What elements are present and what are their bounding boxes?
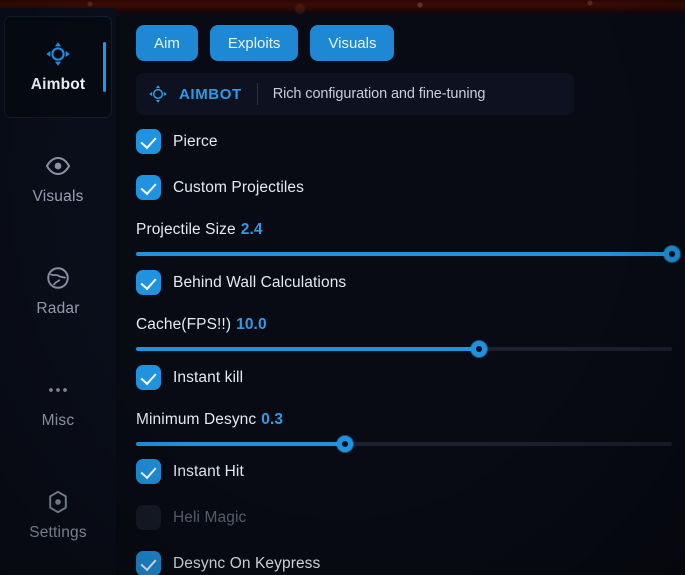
tab-visuals[interactable]: Visuals (310, 25, 395, 61)
section-title: AIMBOT (179, 85, 242, 103)
checkbox-row-heli-magic[interactable]: Heli Magic (136, 505, 246, 530)
slider-fill-cache-fps (136, 347, 480, 351)
slider-thumb-projectile-size[interactable] (664, 246, 680, 262)
sidebar-item-misc[interactable]: Misc (4, 352, 112, 454)
slider-label-projectile-size: Projectile Size 2.4 (136, 221, 685, 239)
sidebar-item-visuals[interactable]: Visuals (4, 128, 112, 230)
checkbox-label-heli-magic: Heli Magic (173, 508, 247, 526)
ellipsis-icon (49, 387, 67, 392)
slider-fill-projectile-size (136, 252, 672, 256)
sidebar-item-label: Radar (36, 299, 80, 317)
checkbox-row-desync-on-keypress[interactable]: Desync On Keypress (136, 551, 320, 575)
checkbox-label-instant-hit: Instant Hit (173, 462, 244, 480)
sidebar-item-label: Settings (29, 523, 87, 541)
slider-track-projectile-size[interactable] (136, 246, 680, 262)
sidebar-item-settings[interactable]: Settings (4, 464, 112, 566)
slider-fill-minimum-desync (136, 442, 346, 446)
section-header: AIMBOT Rich configuration and fine-tunin… (136, 73, 574, 115)
tab-bar: Aim Exploits Visuals (136, 25, 395, 61)
checkbox-label-instant-kill: Instant kill (173, 368, 244, 386)
sidebar-item-label: Aimbot (30, 75, 86, 93)
slider-thumb-cache-fps[interactable] (471, 341, 488, 357)
checkbox-desync-on-keypress[interactable] (136, 551, 161, 575)
slider-track-cache-fps[interactable] (136, 341, 672, 357)
globe-icon (47, 266, 69, 289)
slider-label-minimum-desync: Minimum Desync 0.3 (136, 411, 685, 429)
slider-value-minimum-desync: 0.3 (261, 411, 284, 428)
checkbox-pierce[interactable] (136, 129, 161, 154)
checkbox-label-desync-on-keypress: Desync On Keypress (173, 554, 321, 572)
crosshair-icon (149, 85, 167, 103)
header-divider (256, 83, 258, 105)
slider-label-cache-fps: Cache(FPS!!) 10.0 (136, 316, 685, 334)
sidebar-item-radar[interactable]: Radar (4, 240, 112, 342)
checkbox-custom-projectiles[interactable] (136, 175, 161, 200)
checkbox-row-behind-wall-calculations[interactable]: Behind Wall Calculations (136, 270, 346, 295)
section-subtitle: Rich configuration and fine-tuning (272, 86, 486, 102)
checkbox-instant-kill[interactable] (136, 365, 161, 390)
slider-label-text-cache-fps: Cache(FPS!!) (136, 316, 232, 333)
slider-row-cache-fps: Cache(FPS!!) 10.0 (136, 316, 685, 357)
gear-icon (49, 490, 67, 513)
sidebar-item-label: Misc (41, 411, 75, 429)
slider-label-text-projectile-size: Projectile Size (136, 221, 236, 238)
slider-row-minimum-desync: Minimum Desync 0.3 (136, 411, 685, 452)
checkbox-behind-wall-calculations[interactable] (136, 270, 161, 295)
tab-exploits[interactable]: Exploits (209, 25, 299, 61)
slider-thumb-minimum-desync[interactable] (337, 436, 354, 452)
slider-label-text-minimum-desync: Minimum Desync (136, 411, 257, 428)
active-accent-bar (103, 42, 106, 92)
checkbox-instant-hit[interactable] (136, 459, 161, 484)
checkbox-label-behind-wall-calculations: Behind Wall Calculations (173, 273, 347, 291)
tab-aim[interactable]: Aim (136, 25, 198, 61)
sidebar: Aimbot Visuals Radar Misc Settings (0, 8, 116, 575)
checkbox-label-pierce: Pierce (173, 132, 218, 150)
checkbox-row-custom-projectiles[interactable]: Custom Projectiles (136, 175, 304, 200)
sidebar-item-aimbot[interactable]: Aimbot (4, 16, 112, 118)
checkbox-label-custom-projectiles: Custom Projectiles (173, 178, 305, 196)
checkbox-row-instant-kill[interactable]: Instant kill (136, 365, 243, 390)
eye-icon (45, 156, 71, 175)
checkbox-row-instant-hit[interactable]: Instant Hit (136, 459, 244, 484)
slider-row-projectile-size: Projectile Size 2.4 (136, 221, 685, 262)
background-game-noise (0, 0, 685, 16)
background-game-strip (0, 0, 685, 16)
slider-value-cache-fps: 10.0 (236, 316, 267, 333)
checkbox-heli-magic[interactable] (136, 505, 161, 530)
slider-track-minimum-desync[interactable] (136, 436, 672, 452)
slider-value-projectile-size: 2.4 (240, 221, 263, 238)
checkbox-row-pierce[interactable]: Pierce (136, 129, 218, 154)
sidebar-item-label: Visuals (32, 187, 84, 205)
crosshair-icon (46, 41, 70, 66)
main-panel: Aim Exploits Visuals AIMBOT Rich configura… (116, 0, 685, 575)
